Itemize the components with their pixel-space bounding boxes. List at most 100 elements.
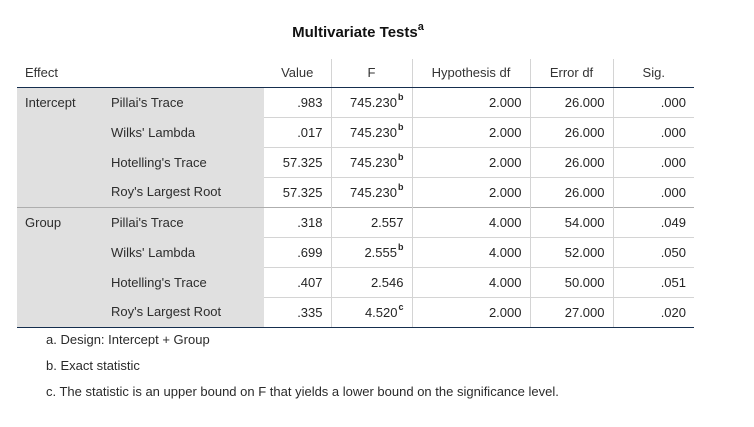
hypothesis-df-cell-text: 2.000 [488,184,522,200]
effect-cell [17,147,103,177]
sig-cell-text: .020 [660,304,686,320]
value-cell-text: .017 [297,124,323,140]
test-name-cell-text: Wilks' Lambda [111,244,196,260]
hypothesis-df-cell-text: 2.000 [488,304,522,320]
f-cell-text: 2.557 [370,214,404,230]
f-cell-text: 745.230 [350,184,397,200]
error-df-cell-text: 26.000 [564,184,605,200]
value-cell-text: 57.325 [282,154,323,170]
multivariate-tests-table: Effect Value F Hypothesis df Error df Si… [17,59,694,328]
value-cell: .407 [264,266,331,297]
hypothesis-df-cell-text: 2.000 [488,94,522,110]
table-row: Hotelling's Trace 57.325 745.230b 2.000 26.0… [17,146,694,177]
effect-cell [17,297,103,328]
header-value: Value [264,59,331,88]
sig-cell: .051 [612,266,694,297]
value-cell: .335 [264,296,331,328]
error-df-cell: 26.000 [529,116,613,147]
error-df-cell-text: 54.000 [564,214,605,230]
f-cell: 745.230b [330,116,412,147]
error-df-cell-text: 52.000 [564,244,605,260]
f-cell: 4.520c [330,296,412,328]
test-name-cell: Hotelling's Trace [103,267,264,297]
test-name-cell: Hotelling's Trace [103,147,264,177]
header-sig: Sig. [612,59,694,88]
sig-cell: .000 [612,86,694,117]
error-df-cell-text: 26.000 [564,94,605,110]
f-cell: 2.555b [330,236,412,267]
value-cell-text: .318 [297,214,323,230]
sig-cell: .000 [612,116,694,147]
f-cell-text: 745.230 [350,154,397,170]
sig-cell-text: .049 [660,214,686,230]
error-df-cell: 26.000 [529,146,613,177]
error-df-cell: 27.000 [529,296,613,328]
test-name-cell: Wilks' Lambda [103,237,264,267]
f-footnote-marker: b [398,121,404,132]
table-row: Hotelling's Trace .407 2.546 4.000 50.000 .05… [17,266,694,297]
hypothesis-df-cell-text: 4.000 [488,214,522,230]
sig-cell: .049 [612,206,694,237]
hypothesis-df-cell-text: 2.000 [488,124,522,140]
table-row: Roy's Largest Root .335 4.520c 2.000 27.000.… [17,296,694,328]
error-df-cell-text: 26.000 [564,154,605,170]
hypothesis-df-cell: 2.000 [411,86,530,117]
error-df-cell-text: 50.000 [564,274,605,290]
error-df-cell-text: 27.000 [564,304,605,320]
header-row: Effect Value F Hypothesis df Error df Si… [17,59,694,88]
hypothesis-df-cell: 2.000 [411,176,530,207]
effect-cell [17,117,103,147]
value-cell-text: .699 [297,244,323,260]
table-row: Wilks' Lambda .699 2.555b 4.000 52.000 .050 [17,236,694,267]
sig-cell-text: .000 [660,124,686,140]
hypothesis-df-cell: 2.000 [411,146,530,177]
test-name-cell: Pillai's Trace [103,86,264,117]
test-name-cell-text: Pillai's Trace [111,214,184,230]
title-footnote-marker: a [417,21,424,33]
header-f: F [330,59,412,88]
footnote-b: b. Exact statistic [46,358,140,373]
f-footnote-marker: b [398,91,404,102]
value-cell: 57.325 [264,146,331,177]
effect-cell [17,237,103,267]
sig-cell: .020 [612,296,694,328]
error-df-cell: 52.000 [529,236,613,267]
sig-cell-text: .000 [660,94,686,110]
footnote-a: a. Design: Intercept + Group [46,332,210,347]
footnotes: a. Design: Intercept + Group b. Exact st… [46,327,559,405]
table-row: Group Pillai's Trace .318 2.557 4.000 54.000.… [17,206,694,237]
f-cell: 745.230b [330,86,412,117]
error-df-cell: 50.000 [529,266,613,297]
f-cell: 745.230b [330,146,412,177]
test-name-cell-text: Hotelling's Trace [111,154,207,170]
hypothesis-df-cell: 4.000 [411,206,530,237]
sig-cell-text: .050 [660,244,686,260]
hypothesis-df-cell-text: 2.000 [488,154,522,170]
test-name-cell: Roy's Largest Root [103,177,264,207]
f-cell-text: 745.230 [350,94,397,110]
f-footnote-marker: b [398,151,404,162]
sig-cell-text: .000 [660,184,686,200]
table-title-text: Multivariate Tests [292,24,418,41]
table-row: Intercept Pillai's Trace .983 745.230b 2.000… [17,86,694,117]
sig-cell-text: .000 [660,154,686,170]
value-cell-text: .335 [297,304,323,320]
test-name-cell: Pillai's Trace [103,206,264,237]
hypothesis-df-cell-text: 4.000 [488,244,522,260]
header-error-df: Error df [529,59,613,88]
sig-cell: .000 [612,146,694,177]
effect-cell-text: Intercept [25,94,76,110]
table-row: Roy's Largest Root 57.325 745.230b 2.000 26.… [17,176,694,207]
error-df-cell: 54.000 [529,206,613,237]
test-name-cell-text: Roy's Largest Root [111,184,222,200]
effect-cell [17,177,103,207]
value-cell-text: 57.325 [282,184,323,200]
f-cell-text: 2.555 [364,244,397,260]
f-cell: 2.546 [330,266,412,297]
effect-cell: Group [17,206,103,237]
value-cell-text: .407 [297,274,323,290]
value-cell: 57.325 [264,176,331,207]
hypothesis-df-cell-text: 4.000 [488,274,522,290]
test-name-cell-text: Wilks' Lambda [111,124,196,140]
hypothesis-df-cell: 4.000 [411,266,530,297]
